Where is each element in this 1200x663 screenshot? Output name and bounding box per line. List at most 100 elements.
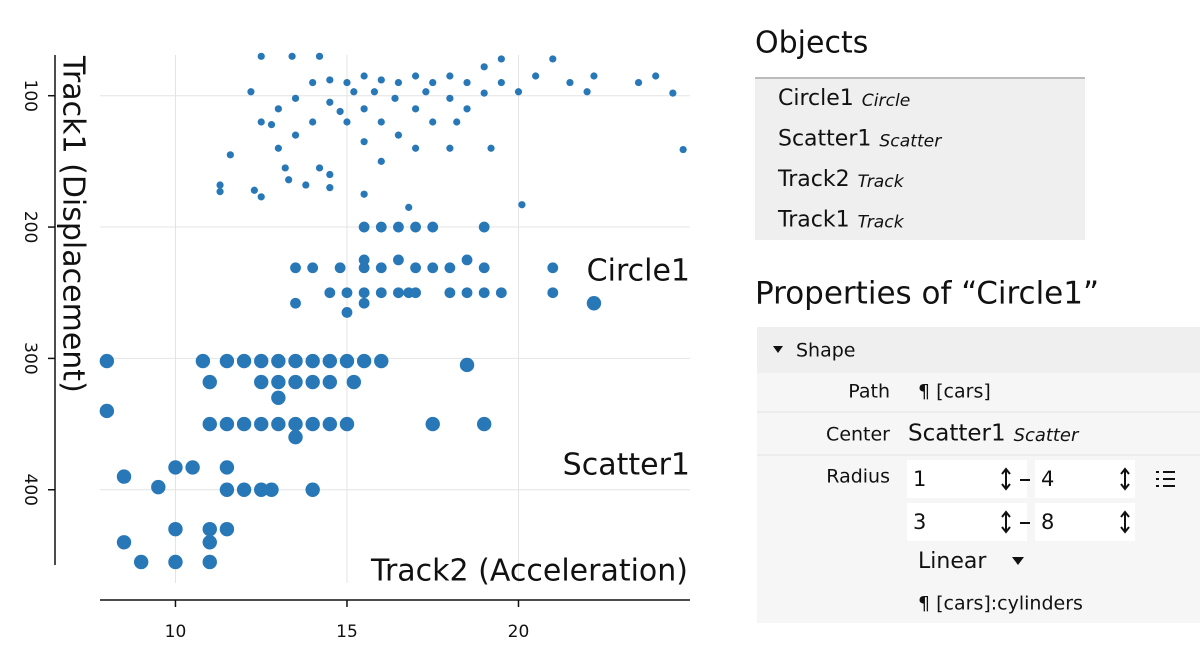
point[interactable]	[219, 416, 235, 432]
point[interactable]	[375, 287, 387, 299]
point[interactable]	[288, 353, 303, 369]
point[interactable]	[377, 118, 385, 126]
point[interactable]	[219, 353, 235, 369]
point[interactable]	[461, 287, 473, 299]
point[interactable]	[394, 78, 403, 87]
point[interactable]	[250, 186, 258, 194]
point[interactable]	[168, 521, 183, 537]
point[interactable]	[411, 105, 420, 113]
point[interactable]	[403, 287, 415, 299]
object-item[interactable]: Track2	[777, 167, 850, 192]
point[interactable]	[315, 52, 324, 60]
point[interactable]	[285, 176, 293, 184]
radius-input[interactable]	[1035, 460, 1135, 498]
point[interactable]	[202, 521, 217, 537]
point[interactable]	[669, 89, 677, 97]
radius-value[interactable]: 1	[913, 467, 926, 491]
point[interactable]	[374, 353, 389, 369]
point[interactable]	[427, 221, 439, 233]
point[interactable]	[322, 353, 338, 369]
point[interactable]	[461, 254, 473, 266]
point[interactable]	[405, 203, 413, 211]
point[interactable]	[566, 78, 574, 87]
point[interactable]	[254, 482, 269, 497]
point[interactable]	[322, 374, 338, 390]
point[interactable]	[288, 430, 303, 445]
point[interactable]	[652, 72, 660, 80]
point[interactable]	[168, 554, 183, 570]
point[interactable]	[202, 374, 217, 390]
point[interactable]	[219, 460, 235, 475]
point[interactable]	[583, 88, 591, 96]
point[interactable]	[267, 121, 276, 129]
point[interactable]	[446, 144, 454, 152]
point[interactable]	[446, 72, 454, 80]
point[interactable]	[99, 353, 115, 369]
point[interactable]	[532, 72, 540, 80]
point[interactable]	[336, 107, 344, 116]
point[interactable]	[358, 254, 370, 266]
point[interactable]	[480, 89, 488, 97]
point[interactable]	[315, 164, 324, 172]
point[interactable]	[247, 88, 255, 96]
point[interactable]	[290, 262, 301, 274]
point[interactable]	[288, 416, 303, 432]
point[interactable]	[226, 151, 234, 159]
point[interactable]	[634, 78, 643, 87]
point[interactable]	[133, 554, 149, 570]
point[interactable]	[478, 287, 490, 299]
point[interactable]	[326, 184, 334, 192]
point[interactable]	[360, 138, 368, 146]
point[interactable]	[377, 157, 385, 165]
point[interactable]	[514, 88, 523, 96]
point[interactable]	[356, 353, 372, 369]
point[interactable]	[305, 353, 320, 369]
point[interactable]	[487, 144, 495, 152]
point[interactable]	[309, 118, 317, 126]
point[interactable]	[478, 262, 490, 274]
point[interactable]	[195, 353, 211, 369]
point[interactable]	[116, 535, 132, 550]
point[interactable]	[305, 416, 320, 432]
point[interactable]	[410, 262, 421, 274]
object-item[interactable]: Track1	[777, 208, 850, 233]
point[interactable]	[257, 193, 265, 201]
point[interactable]	[495, 287, 507, 299]
point[interactable]	[216, 187, 224, 196]
point[interactable]	[202, 535, 217, 550]
point[interactable]	[236, 482, 252, 497]
point[interactable]	[271, 416, 286, 432]
point[interactable]	[358, 297, 370, 309]
point[interactable]	[453, 118, 461, 126]
point[interactable]	[346, 374, 362, 390]
point[interactable]	[291, 94, 300, 102]
dropdown-arrow[interactable]	[1012, 557, 1024, 565]
point[interactable]	[480, 63, 488, 71]
point[interactable]	[393, 254, 404, 266]
point[interactable]	[370, 88, 379, 96]
point[interactable]	[339, 353, 355, 369]
point[interactable]	[518, 201, 526, 209]
point[interactable]	[411, 72, 420, 80]
point[interactable]	[257, 118, 265, 126]
point[interactable]	[168, 460, 183, 475]
point[interactable]	[590, 72, 598, 80]
radius-input[interactable]	[1035, 503, 1135, 541]
point[interactable]	[429, 78, 437, 87]
point[interactable]	[444, 287, 456, 299]
point[interactable]	[219, 521, 235, 537]
object-item[interactable]: Circle1	[778, 86, 854, 111]
stepper-icons[interactable]	[1001, 467, 1175, 534]
point[interactable]	[358, 221, 370, 233]
point[interactable]	[394, 131, 403, 139]
point[interactable]	[425, 416, 440, 432]
point[interactable]	[377, 76, 385, 84]
point[interactable]	[281, 164, 289, 172]
point[interactable]	[497, 78, 505, 87]
point[interactable]	[236, 416, 252, 432]
point[interactable]	[291, 131, 300, 139]
point[interactable]	[549, 55, 557, 63]
point[interactable]	[254, 374, 269, 390]
point[interactable]	[271, 353, 286, 369]
point[interactable]	[350, 88, 358, 96]
